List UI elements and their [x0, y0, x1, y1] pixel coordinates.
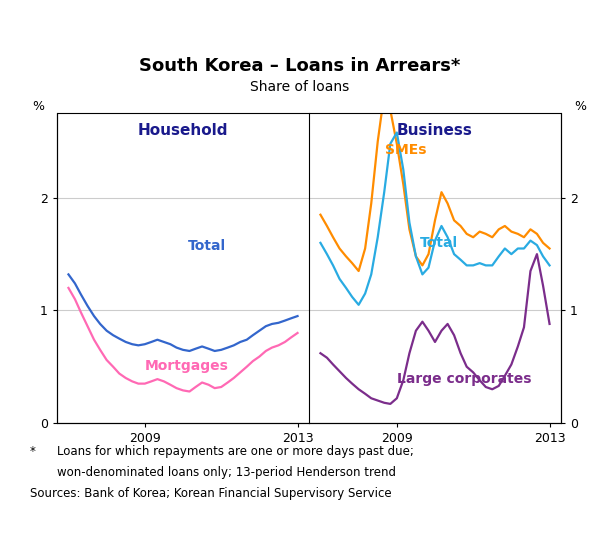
Text: Business: Business — [397, 123, 473, 138]
Text: Total: Total — [188, 239, 226, 253]
Text: won-denominated loans only; 13-period Henderson trend: won-denominated loans only; 13-period He… — [57, 466, 396, 479]
Text: Total: Total — [420, 236, 458, 249]
Text: Sources: Bank of Korea; Korean Financial Supervisory Service: Sources: Bank of Korea; Korean Financial… — [30, 487, 392, 500]
Text: SMEs: SMEs — [385, 143, 426, 156]
Text: %: % — [32, 100, 44, 113]
Text: Mortgages: Mortgages — [145, 359, 229, 373]
Text: Household: Household — [138, 123, 228, 138]
Text: Share of loans: Share of loans — [250, 80, 350, 94]
Text: Loans for which repayments are one or more days past due;: Loans for which repayments are one or mo… — [57, 445, 414, 458]
Text: Large corporates: Large corporates — [397, 372, 532, 386]
Text: %: % — [574, 100, 586, 113]
Text: *: * — [30, 445, 36, 458]
Text: South Korea – Loans in Arrears*: South Korea – Loans in Arrears* — [139, 56, 461, 75]
